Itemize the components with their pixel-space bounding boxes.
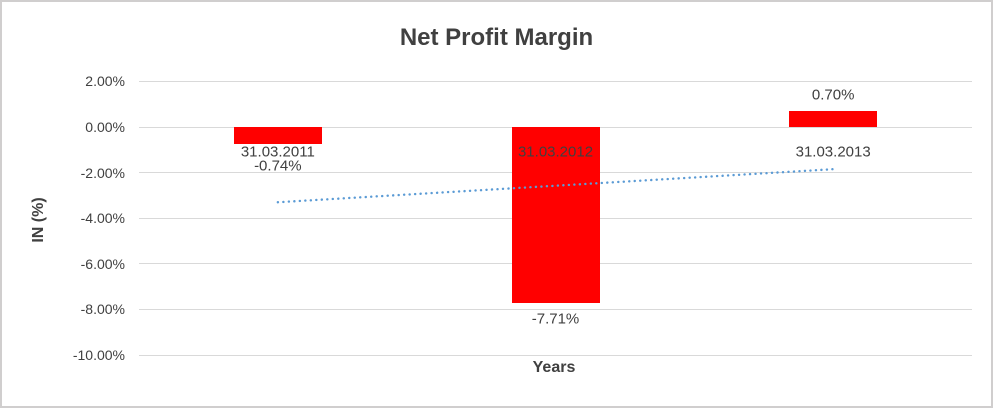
gridline bbox=[139, 354, 972, 356]
gridline bbox=[139, 308, 972, 310]
x-category-label: 31.03.2012 bbox=[517, 143, 594, 161]
y-axis-tick-label: -8.00% bbox=[80, 301, 125, 318]
bar-31-03-2012 bbox=[511, 127, 600, 303]
x-category-label: 31.03.2011 bbox=[240, 143, 315, 161]
y-axis-tick-label: 0.00% bbox=[85, 119, 125, 135]
data-value-label: 0.70% bbox=[811, 86, 855, 104]
y-axis-tick-label: -2.00% bbox=[80, 164, 125, 181]
y-axis-tick-label: -6.00% bbox=[80, 255, 125, 272]
chart-title: Net Profit Margin bbox=[399, 24, 594, 51]
bar-31-03-2011 bbox=[233, 127, 322, 144]
x-category-label: 31.03.2013 bbox=[795, 143, 871, 161]
bar-31-03-2013 bbox=[789, 111, 878, 127]
x-axis-title: Years bbox=[532, 359, 576, 376]
y-axis-tick-label: -4.00% bbox=[80, 210, 125, 227]
data-value-label: -7.71% bbox=[531, 310, 580, 328]
y-axis-tick-label: -10.00% bbox=[72, 347, 125, 363]
gridline bbox=[139, 80, 972, 82]
y-axis-tick-label: 2.00% bbox=[85, 73, 125, 90]
data-value-label: -0.74% bbox=[254, 157, 302, 175]
